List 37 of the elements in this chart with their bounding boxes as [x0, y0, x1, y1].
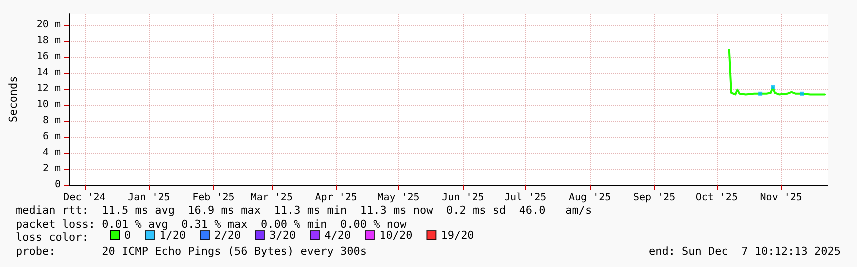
legend-label: 19/20 [441, 229, 474, 242]
legend-label: 0 [124, 229, 132, 242]
x-tick-label: Sep '25 [633, 192, 676, 204]
x-tick-label: Jul '25 [504, 192, 547, 204]
text: end: Sun Dec 7 10:12:13 2025 [648, 245, 842, 258]
y-tick-label: 14 m [36, 68, 61, 79]
legend-label: 4/20 [324, 229, 352, 242]
text: packet loss: 0.01 % avg 0.31 % max 0.00 % min 0.00 % now [16, 218, 408, 231]
y-tick-label: 0 [54, 180, 61, 190]
y-tick-label: 12 m [36, 84, 61, 95]
text: median rtt: 11.5 ms avg 16.9 ms max 11.3 ms min 11.3 ms now 0.2 ms sd 46.0 am/s [16, 204, 592, 217]
line-series [728, 48, 826, 96]
y-tick-label: 20 m [36, 20, 61, 31]
y-tick-label: 4 m [42, 148, 61, 159]
x-tick-label: Mar '25 [250, 192, 293, 204]
y-tick-label: 8 m [42, 116, 61, 127]
x-tick-label: Dec '24 [64, 192, 106, 204]
y-axis-title: Seconds [7, 76, 20, 123]
text: probe: 20 ICMP Echo Pings (56 Bytes) every 300s [16, 245, 367, 258]
legend-label: 2/20 [214, 229, 242, 242]
x-tick-label: Jun '25 [442, 192, 484, 204]
y-tick-label: 18 m [36, 36, 61, 47]
x-tick-label: Apr '25 [315, 192, 358, 204]
y-tick-label: 6 m [42, 132, 61, 143]
x-tick-label: Aug '25 [568, 192, 612, 204]
y-tick-label: 2 m [42, 164, 61, 175]
x-tick-label: May '25 [378, 192, 420, 204]
legend-label: 1/20 [160, 229, 186, 242]
x-tick-label: Oct '25 [696, 192, 738, 204]
x-tick-label: Feb '25 [192, 192, 235, 204]
legend-label: 3/20 [270, 229, 296, 242]
x-tick-label: Jan '25 [128, 192, 170, 204]
legend-label: 10/20 [380, 229, 413, 242]
y-tick-label: 10 m [36, 100, 61, 111]
x-tick-label: Nov '25 [760, 192, 802, 204]
y-tick-label: 16 m [36, 52, 61, 63]
legend-title: loss color: [16, 231, 89, 244]
